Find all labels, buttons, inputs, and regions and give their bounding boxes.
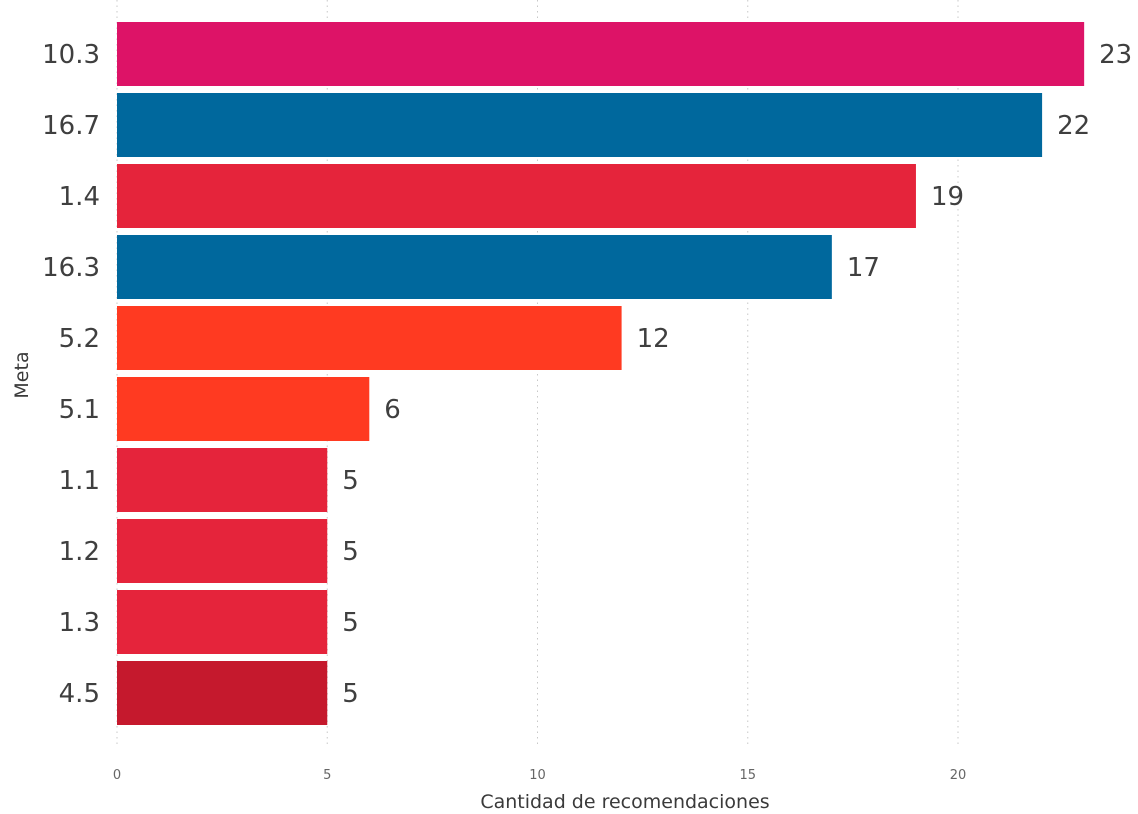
- category-label: 1.4: [59, 182, 100, 212]
- data-label: 17: [847, 253, 880, 283]
- data-label: 5: [342, 537, 359, 567]
- bar[interactable]: [117, 377, 370, 441]
- bar[interactable]: [117, 306, 622, 370]
- bar[interactable]: [117, 448, 328, 512]
- category-label: 5.2: [59, 324, 100, 354]
- data-label: 19: [931, 182, 964, 212]
- x-tick-label: 10: [529, 768, 546, 783]
- x-tick-label: 15: [739, 768, 756, 783]
- data-label: 5: [342, 679, 359, 709]
- category-label: 16.3: [42, 253, 100, 283]
- x-tick-label: 20: [950, 768, 967, 783]
- bar[interactable]: [117, 519, 328, 583]
- data-label: 23: [1099, 40, 1132, 70]
- bar[interactable]: [117, 93, 1043, 157]
- category-label: 4.5: [59, 679, 100, 709]
- x-tick-label: 5: [323, 768, 331, 783]
- category-label: 5.1: [59, 395, 100, 425]
- y-axis-title: Meta: [11, 351, 33, 398]
- data-label: 12: [637, 324, 670, 354]
- category-label: 1.2: [59, 537, 100, 567]
- data-label: 22: [1057, 111, 1090, 141]
- bars: [117, 22, 1085, 725]
- x-tick-label: 0: [113, 768, 121, 783]
- category-labels: 10.3 16.7 1.4 16.3 5.2 5.1 1.1 1.2 1.3 4.5: [42, 40, 100, 709]
- category-label: 1.1: [59, 466, 100, 496]
- bar[interactable]: [117, 22, 1085, 86]
- data-label: 6: [384, 395, 401, 425]
- bar[interactable]: [117, 235, 832, 299]
- bar[interactable]: [117, 590, 328, 654]
- category-label: 16.7: [42, 111, 100, 141]
- data-label: 5: [342, 466, 359, 496]
- bar[interactable]: [117, 164, 916, 228]
- data-labels: 23 22 19 17 12 6 5 5 5 5: [342, 40, 1132, 709]
- bar[interactable]: [117, 661, 328, 725]
- category-label: 1.3: [59, 608, 100, 638]
- data-label: 5: [342, 608, 359, 638]
- category-label: 10.3: [42, 40, 100, 70]
- x-axis-ticks: 0 5 10 15 20: [113, 768, 966, 783]
- x-axis-title: Cantidad de recomendaciones: [480, 791, 769, 813]
